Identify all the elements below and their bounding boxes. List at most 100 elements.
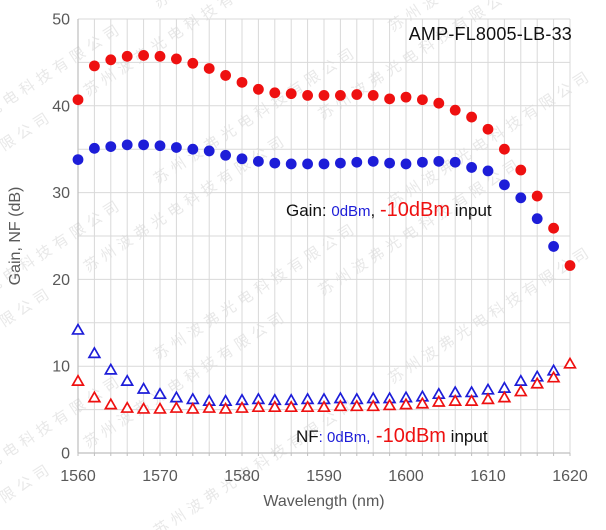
data-point [72, 154, 84, 166]
data-point [400, 91, 412, 103]
data-point [121, 50, 133, 62]
data-point [417, 156, 428, 168]
data-point [349, 399, 364, 412]
data-point [71, 322, 85, 335]
y-tick-label: 50 [52, 12, 70, 29]
data-point [302, 89, 313, 101]
data-point [335, 89, 346, 101]
data-point [564, 260, 576, 271]
data-point [417, 94, 428, 106]
data-point [285, 158, 297, 170]
x-tick-label: 1590 [306, 468, 342, 485]
data-point [530, 376, 545, 389]
data-point [382, 398, 397, 411]
data-point [515, 192, 527, 204]
data-point [153, 387, 167, 400]
data-point [136, 401, 151, 414]
data-point [482, 165, 494, 177]
data-point [105, 141, 117, 152]
data-point [269, 157, 281, 169]
data-point [72, 94, 84, 106]
data-point [499, 143, 510, 155]
data-point [318, 89, 330, 101]
data-point [335, 157, 346, 169]
data-point [236, 76, 248, 88]
data-point [267, 400, 282, 413]
data-point [153, 401, 167, 414]
data-point [136, 381, 151, 394]
data-point [185, 401, 200, 414]
data-point [89, 142, 100, 154]
x-tick-label: 1570 [142, 468, 178, 485]
data-point [87, 346, 102, 359]
y-tick-labels: 0 10 20 30 40 50 [52, 12, 70, 463]
data-point [449, 156, 461, 168]
data-point [218, 401, 233, 414]
data-point [384, 93, 395, 105]
data-point [513, 384, 528, 397]
data-point [171, 53, 182, 65]
data-point [187, 143, 199, 155]
data-point [367, 89, 379, 101]
data-point [318, 158, 330, 170]
data-point [497, 390, 512, 403]
data-point [482, 123, 494, 135]
data-point [220, 70, 232, 81]
data-point [236, 153, 248, 165]
annotation-segment: Gain: [286, 201, 332, 220]
data-point [251, 400, 266, 413]
data-point [399, 397, 413, 410]
data-point [351, 89, 363, 100]
data-point [548, 222, 559, 234]
data-point [548, 241, 559, 252]
nf-legend-annotation: NF: 0dBm, -10dBm input [296, 425, 488, 448]
annotation-segment: , [370, 201, 380, 220]
y-tick-label: 30 [52, 185, 70, 202]
data-point [300, 400, 315, 413]
data-point [285, 88, 297, 100]
data-point [415, 396, 430, 409]
y-axis-label: Gain, NF (dB) [7, 186, 24, 286]
data-point [367, 155, 379, 167]
data-point [253, 83, 264, 95]
annotation-segment: input [450, 201, 492, 220]
series-nf-0dbm-input [71, 322, 561, 406]
data-point [253, 155, 264, 167]
data-point [513, 374, 528, 387]
data-point [449, 104, 461, 116]
y-tick-label: 20 [52, 272, 70, 289]
series-gain-0dbm-input [72, 139, 559, 252]
x-tick-labels: 1560 1570 1580 1590 1600 1610 1620 [60, 468, 588, 485]
y-tick-label: 0 [61, 446, 70, 463]
chart-title: AMP-FL8005-LB-33 [408, 24, 572, 44]
data-point [121, 139, 133, 151]
data-point [220, 149, 232, 161]
series-nf-10dbm-input [71, 356, 577, 414]
data-point [333, 399, 348, 412]
annotation-segment: 0dBm [331, 203, 371, 220]
data-point [433, 97, 445, 109]
data-point [563, 356, 577, 369]
gain-legend-annotation: Gain: 0dBm, -10dBm input [286, 199, 492, 222]
data-point [203, 63, 215, 74]
data-point [284, 400, 299, 413]
data-point [202, 400, 217, 413]
data-point [203, 145, 215, 157]
data-point [351, 156, 363, 168]
x-tick-label: 1610 [470, 468, 506, 485]
y-tick-label: 40 [52, 98, 70, 115]
data-point [120, 400, 135, 413]
data-point [169, 390, 184, 403]
data-point [105, 54, 117, 66]
data-point [120, 374, 135, 387]
data-point [171, 142, 182, 153]
annotation-segment: : 0dBm, [318, 429, 371, 446]
data-point [138, 50, 150, 61]
gridlines [78, 18, 571, 453]
x-axis-label: Wavelength (nm) [263, 493, 385, 510]
data-point [269, 87, 281, 99]
data-point [154, 140, 166, 152]
data-point [89, 60, 100, 72]
annotation-segment: NF [296, 427, 319, 446]
